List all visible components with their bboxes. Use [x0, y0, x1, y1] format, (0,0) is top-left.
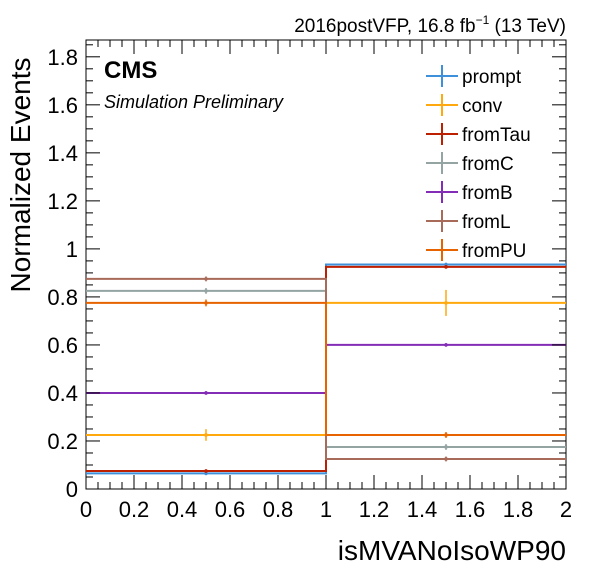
x-axis-title: isMVANoIsoWP90	[338, 535, 566, 566]
series-layer	[86, 262, 566, 476]
legend-entry-fromTau: fromTau	[426, 123, 531, 146]
data-point-fromC	[444, 445, 448, 449]
legend-entry-prompt: prompt	[426, 65, 522, 88]
histogram-step-fromPU	[86, 301, 566, 436]
legend-entry-fromC: fromC	[426, 152, 514, 175]
data-point-fromB	[444, 343, 448, 347]
y-tick-label: 1.2	[47, 189, 78, 214]
legend: prompt conv fromTau fromC fromB fromL fromPU	[426, 65, 531, 262]
y-tick-label: 0.6	[47, 333, 78, 358]
y-tick-label: 0	[66, 477, 78, 502]
y-tick-label: 0.8	[47, 285, 78, 310]
x-tick-label: 1.4	[407, 497, 438, 522]
legend-entry-conv: conv	[426, 94, 503, 117]
legend-entry-fromB: fromB	[426, 181, 513, 204]
data-point-fromTau	[444, 265, 448, 269]
x-tick-label: 1.2	[359, 497, 390, 522]
data-point-conv	[204, 433, 208, 437]
legend-label: fromC	[462, 154, 514, 175]
y-tick-label: 1.8	[47, 45, 78, 70]
legend-label: conv	[462, 96, 503, 117]
y-tick-label: 1.4	[47, 141, 78, 166]
y-tick-label: 0.2	[47, 429, 78, 454]
x-tick-label: 0.6	[215, 497, 246, 522]
x-tick-label: 1.6	[455, 497, 486, 522]
x-tick-label: 2	[560, 497, 572, 522]
legend-label: fromTau	[462, 125, 531, 146]
data-point-conv	[444, 301, 448, 305]
y-tick-label: 0.4	[47, 381, 78, 406]
x-tick-label: 1	[320, 497, 332, 522]
data-point-fromL	[444, 457, 448, 461]
legend-label: fromB	[462, 183, 513, 204]
x-tick-label: 0.2	[119, 497, 150, 522]
legend-label: fromL	[462, 212, 511, 233]
axes-layer: 0 0.2 0.4 0.6 0.8 1 1.2 1.4 1.6 1.8 2 0 0.2 0.4 0.6 0.8…	[47, 40, 572, 522]
data-point-fromPU	[204, 301, 208, 305]
y-axis-title: Normalized Events	[5, 58, 36, 293]
cms-label: CMS	[104, 57, 157, 84]
data-point-fromB	[204, 391, 208, 395]
data-point-fromL	[204, 277, 208, 281]
legend-label: prompt	[462, 67, 522, 88]
data-point-fromPU	[444, 433, 448, 437]
x-tick-label: 0.8	[263, 497, 294, 522]
y-tick-label: 1	[66, 237, 78, 262]
series-fromPU	[86, 299, 566, 438]
y-tick-label: 1.6	[47, 93, 78, 118]
legend-label: fromPU	[462, 241, 526, 262]
x-tick-label: 0	[80, 497, 92, 522]
legend-entry-fromPU: fromPU	[426, 239, 526, 262]
x-tick-label: 1.8	[503, 497, 534, 522]
cms-sublabel: Simulation Preliminary	[104, 92, 284, 112]
lumi-label: 2016postVFP, 16.8 fb−1 (13 TeV)	[294, 13, 566, 37]
data-point-fromC	[204, 289, 208, 293]
data-point-fromTau	[204, 469, 208, 473]
x-tick-label: 0.4	[167, 497, 198, 522]
legend-entry-fromL: fromL	[426, 210, 511, 233]
